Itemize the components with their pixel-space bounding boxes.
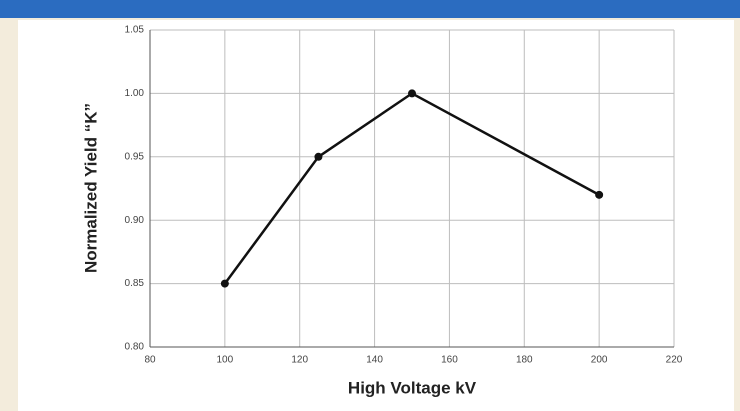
x-tick-label: 200 bbox=[591, 355, 608, 366]
y-tick-label: 1.05 bbox=[125, 25, 145, 36]
y-tick-label: 0.95 bbox=[125, 151, 145, 162]
panel bbox=[18, 20, 734, 411]
y-tick-label: 0.80 bbox=[125, 342, 145, 353]
y-axis-label: Normalized Yield “K” bbox=[81, 103, 100, 273]
point bbox=[220, 279, 229, 288]
point bbox=[314, 152, 323, 161]
x-tick-label: 120 bbox=[291, 355, 308, 366]
point bbox=[595, 190, 604, 199]
y-tick-label: 1.00 bbox=[125, 88, 145, 99]
series-line bbox=[223, 91, 600, 285]
x-tick-label: 220 bbox=[666, 355, 683, 366]
x-tick-label: 100 bbox=[217, 355, 234, 366]
x-tick-label: 180 bbox=[516, 355, 533, 366]
x-tick-label: 80 bbox=[144, 355, 156, 366]
y-tick-label: 0.90 bbox=[125, 215, 145, 226]
point bbox=[408, 89, 416, 98]
banner bbox=[0, 0, 740, 18]
x-tick-label: 140 bbox=[366, 355, 383, 366]
x-tick-label: 160 bbox=[441, 355, 458, 366]
y-tick-label: 0.85 bbox=[125, 278, 145, 289]
x-axis-label: High Voltage kV bbox=[348, 378, 477, 397]
